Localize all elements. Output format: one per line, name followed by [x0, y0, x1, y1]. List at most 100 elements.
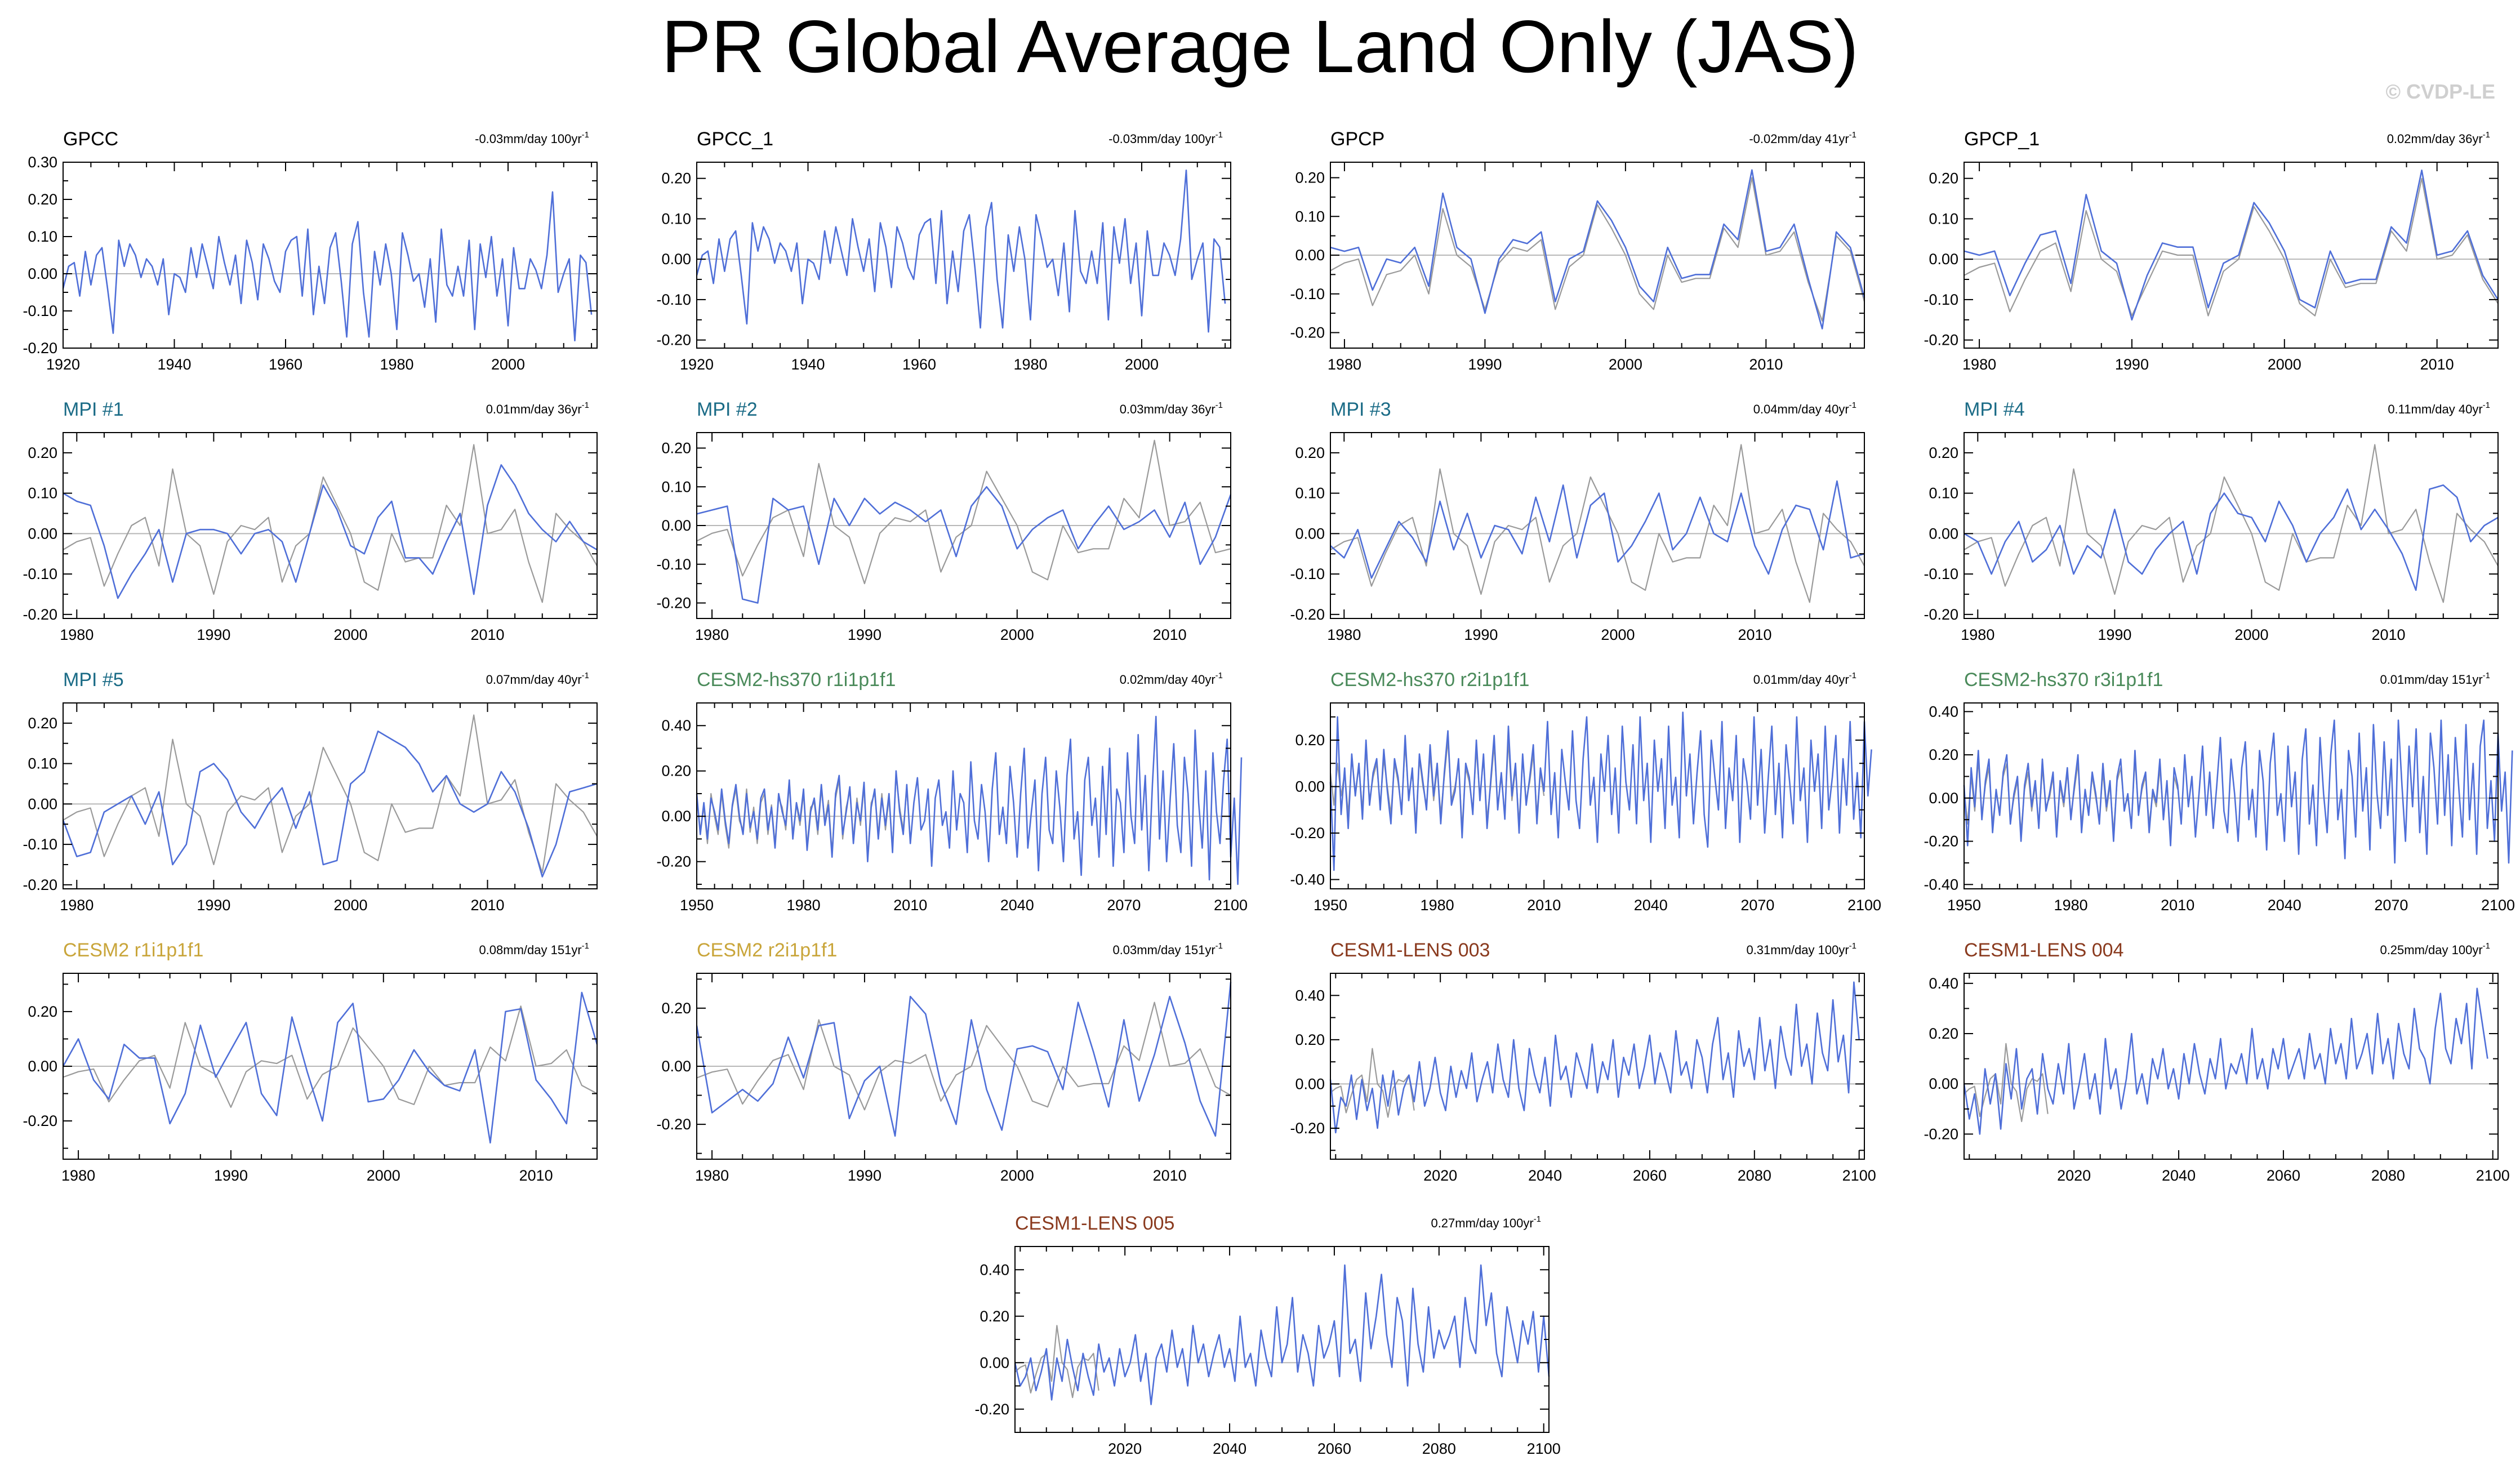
y-tick-label: 0.20 [661, 1000, 691, 1017]
series-line-observations [696, 439, 1231, 585]
x-tick-label: 1960 [902, 356, 936, 373]
y-tick-label: 0.00 [1929, 790, 1958, 807]
x-tick-label: 2040 [1528, 1167, 1562, 1184]
chart-title: MPI #2 [697, 399, 758, 420]
x-tick-label: 2040 [2268, 897, 2301, 914]
x-tick-label: 2000 [333, 897, 367, 914]
chart-svg: CESM2-hs370 r2i1p1f1 0.01mm/day 40yr-1 -0.… [1290, 669, 1881, 914]
trend-label: 0.11mm/day 40yr-1 [2388, 400, 2490, 416]
trend-label: 0.02mm/day 36yr-1 [2387, 130, 2490, 146]
chart-panel-gpcp: GPCP -0.02mm/day 41yr-1 -0.20 -0.10 0.00 0.10… [1267, 118, 1865, 383]
y-tick-label: 0.40 [661, 717, 691, 734]
trend-exponent: -1 [1216, 671, 1223, 680]
y-tick-label: -0.20 [1290, 324, 1325, 341]
trend-label: 0.04mm/day 40yr-1 [1753, 400, 1856, 416]
y-tick-label: 0.00 [661, 1058, 691, 1075]
y-tick-label: -0.20 [656, 1116, 691, 1133]
x-tick-label: 2060 [1317, 1440, 1351, 1457]
series-line-model [63, 464, 598, 599]
series-line-observations [63, 444, 598, 603]
chart-panel-cesm1-lens-003: CESM1-LENS 003 0.31mm/day 100yr-1 -0.20 0.0… [1267, 929, 1876, 1194]
chart-svg: GPCC -0.03mm/day 100yr-1 -0.20 -0.10 0.00 0.1… [23, 128, 598, 373]
series-line-model [1963, 719, 2513, 864]
y-tick-label: 0.00 [28, 525, 57, 542]
chart-svg: GPCP -0.02mm/day 41yr-1 -0.20 -0.10 0.00 0.10… [1290, 128, 1865, 373]
chart-svg: CESM1-LENS 003 0.31mm/day 100yr-1 -0.20 0.0… [1290, 940, 1876, 1184]
y-tick-label: -0.20 [1290, 1120, 1325, 1137]
x-tick-label: 1990 [848, 1167, 881, 1184]
y-tick-label: 0.10 [661, 478, 691, 495]
x-tick-label: 2000 [1125, 356, 1159, 373]
series-line-model [1964, 484, 2499, 591]
chart-title: MPI #4 [1964, 399, 2025, 420]
series-line-model [62, 191, 593, 342]
series-line-model [1329, 981, 1860, 1134]
x-tick-label: 1990 [1468, 356, 1502, 373]
y-tick-label: -0.20 [1924, 332, 1958, 349]
plot-frame [63, 162, 598, 349]
y-tick-label: -0.10 [1290, 286, 1325, 302]
series-line-model [696, 170, 1226, 333]
chart-svg: CESM2 r1i1p1f1 0.08mm/day 151yr-1 -0.20 0.0… [23, 940, 598, 1184]
y-tick-label: 0.00 [661, 517, 691, 534]
trend-label: 0.31mm/day 100yr-1 [1746, 941, 1856, 957]
y-tick-label: 0.30 [28, 154, 57, 171]
chart-title: GPCC_1 [697, 128, 773, 150]
x-tick-label: 2000 [2234, 626, 2268, 643]
chart-panel-mpi-5: MPI #5 0.07mm/day 40yr-1 -0.20 -0.10 0.00 0.1… [0, 659, 598, 924]
y-tick-label: -0.20 [656, 853, 691, 870]
x-tick-label: 1950 [1947, 897, 1981, 914]
chart-svg: MPI #3 0.04mm/day 40yr-1 -0.20 -0.10 0.00 0.1… [1290, 399, 1865, 643]
trend-exponent: -1 [1216, 130, 1223, 140]
series-line-observations [696, 1001, 1231, 1111]
chart-svg: MPI #5 0.07mm/day 40yr-1 -0.20 -0.10 0.00 0.1… [23, 669, 598, 914]
x-tick-label: 1980 [2054, 897, 2088, 914]
x-tick-label: 2100 [1214, 897, 1248, 914]
x-tick-label: 1940 [157, 356, 191, 373]
y-tick-label: -0.40 [1290, 871, 1325, 888]
trend-exponent: -1 [582, 941, 589, 951]
chart-title: GPCP [1330, 128, 1384, 150]
y-tick-label: 0.20 [1295, 1031, 1325, 1048]
y-tick-label: 0.00 [661, 251, 691, 268]
y-tick-label: 0.20 [28, 191, 57, 208]
trend-label: 0.02mm/day 40yr-1 [1120, 671, 1223, 687]
chart-title: GPCC [63, 128, 118, 150]
plot-frame [1964, 432, 2499, 619]
chart-panel-mpi-1: MPI #1 0.01mm/day 36yr-1 -0.20 -0.10 0.00 0.1… [0, 389, 598, 653]
series-line-model [1014, 1264, 1550, 1405]
chart-title: CESM2-hs370 r1i1p1f1 [697, 669, 896, 691]
x-tick-label: 1990 [214, 1167, 248, 1184]
y-tick-label: 0.20 [1929, 170, 1958, 187]
x-tick-label: 1980 [787, 897, 821, 914]
x-tick-label: 2100 [1847, 897, 1881, 914]
x-tick-label: 1980 [60, 897, 94, 914]
x-tick-label: 2010 [470, 626, 504, 643]
x-tick-label: 2010 [1153, 1167, 1187, 1184]
x-tick-label: 2000 [2268, 356, 2301, 373]
chart-panel-cesm2-hs370-r3: CESM2-hs370 r3i1p1f1 0.01mm/day 151yr-1 -0… [1901, 659, 2515, 924]
trend-label: 0.01mm/day 151yr-1 [2380, 671, 2490, 687]
y-tick-label: -0.20 [1924, 606, 1958, 623]
chart-svg: CESM1-LENS 004 0.25mm/day 100yr-1 -0.20 0.0… [1924, 940, 2509, 1184]
trend-label: 0.25mm/day 100yr-1 [2380, 941, 2490, 957]
y-tick-label: -0.10 [656, 556, 691, 573]
y-tick-label: -0.10 [1924, 566, 1958, 582]
y-tick-label: 0.20 [28, 1003, 57, 1020]
chart-svg: CESM1-LENS 005 0.27mm/day 100yr-1 -0.20 0.0… [974, 1213, 1560, 1457]
y-tick-label: 0.20 [1295, 170, 1325, 186]
y-tick-label: 0.00 [1929, 525, 1958, 542]
y-tick-label: 0.20 [28, 715, 57, 732]
trend-exponent: -1 [1849, 400, 1856, 410]
series-line-observations [1330, 177, 1865, 322]
y-tick-label: 0.20 [1929, 444, 1958, 461]
y-tick-label: 0.10 [1929, 485, 1958, 502]
y-tick-label: 0.00 [661, 808, 691, 825]
y-tick-label: -0.40 [1924, 876, 1958, 893]
x-tick-label: 1980 [1962, 356, 1996, 373]
trend-label: 0.01mm/day 36yr-1 [486, 400, 589, 416]
trend-label: -0.02mm/day 41yr-1 [1749, 130, 1856, 146]
x-tick-label: 1920 [46, 356, 80, 373]
series-line-model [62, 991, 598, 1144]
x-tick-label: 1940 [791, 356, 825, 373]
